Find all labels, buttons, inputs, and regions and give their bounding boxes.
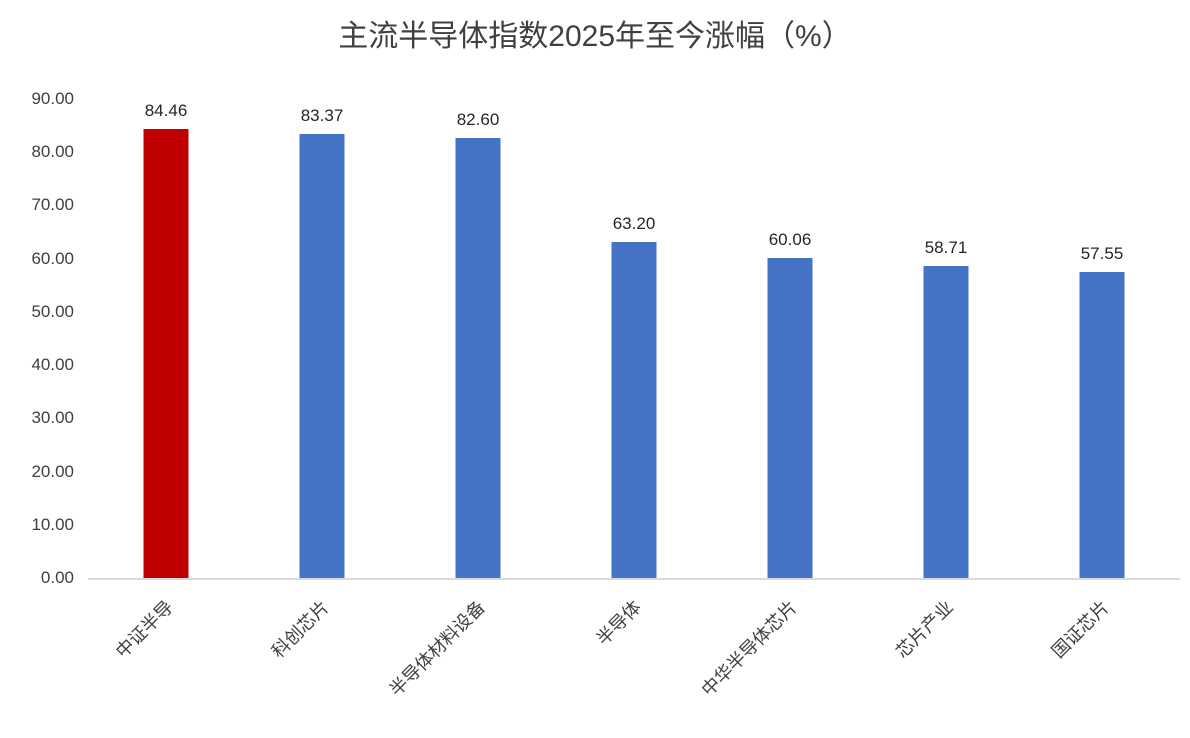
bar: [923, 265, 969, 578]
bar: [143, 128, 189, 578]
bar: [767, 258, 813, 578]
y-axis-tick-label: 20.00: [31, 461, 74, 481]
y-axis-tick-label: 70.00: [31, 195, 74, 215]
y-axis-tick-label: 50.00: [31, 301, 74, 321]
y-axis-tick-label: 10.00: [31, 514, 74, 534]
y-axis-tick-label: 40.00: [31, 355, 74, 375]
bar-slot: 60.06: [712, 99, 868, 578]
bar-value-label: 84.46: [144, 100, 188, 120]
y-axis-tick-label: 0.00: [40, 568, 74, 587]
bar-value-label: 82.60: [456, 110, 500, 130]
y-axis-tick-label: 80.00: [31, 142, 74, 162]
x-axis-labels: 中证半导 科创芯片 半导体材料设备 半导体 中华半导体芯片 芯片产业 国证芯片: [88, 580, 1180, 738]
x-axis-label: 半导体材料设备: [385, 596, 489, 701]
y-axis-tick-label: 90.00: [31, 89, 74, 108]
bar: [611, 241, 657, 578]
y-axis-tick-label: 60.00: [31, 248, 74, 268]
y-axis-tick-label: 30.00: [31, 408, 74, 428]
bar-slot: 63.20: [556, 99, 712, 578]
x-axis-label: 中华半导体芯片: [697, 596, 801, 701]
y-axis: 0.00 10.00 20.00 30.00 40.00 50.00 60.00 70.00 8…: [0, 89, 80, 587]
chart-title: 主流半导体指数2025年至今涨幅（%）: [338, 20, 852, 53]
bar-value-label: 63.20: [612, 213, 656, 233]
bar: [455, 138, 501, 578]
x-axis-label: 科创芯片: [267, 596, 333, 662]
bar-slot: 83.37: [244, 99, 400, 578]
bar-slot: 82.60: [400, 99, 556, 578]
plot-area: 84.46 83.37 82.60 63.20 60.06 58.71 57.55: [88, 99, 1180, 580]
x-axis-label: 国证芯片: [1047, 596, 1113, 662]
bar-value-label: 58.71: [924, 237, 968, 257]
bar-value-label: 57.55: [1080, 243, 1124, 263]
bar-slot: 84.46: [88, 99, 244, 578]
bar-value-label: 60.06: [768, 230, 812, 250]
bar-slot: 57.55: [1024, 99, 1180, 578]
bar: [1079, 271, 1125, 578]
x-axis-label: 芯片产业: [891, 596, 957, 662]
bar: [299, 134, 345, 578]
x-axis-label: 半导体: [592, 596, 645, 650]
x-axis-label: 中证半导: [111, 596, 177, 662]
bar-value-label: 83.37: [300, 106, 344, 126]
bar-slot: 58.71: [868, 99, 1024, 578]
